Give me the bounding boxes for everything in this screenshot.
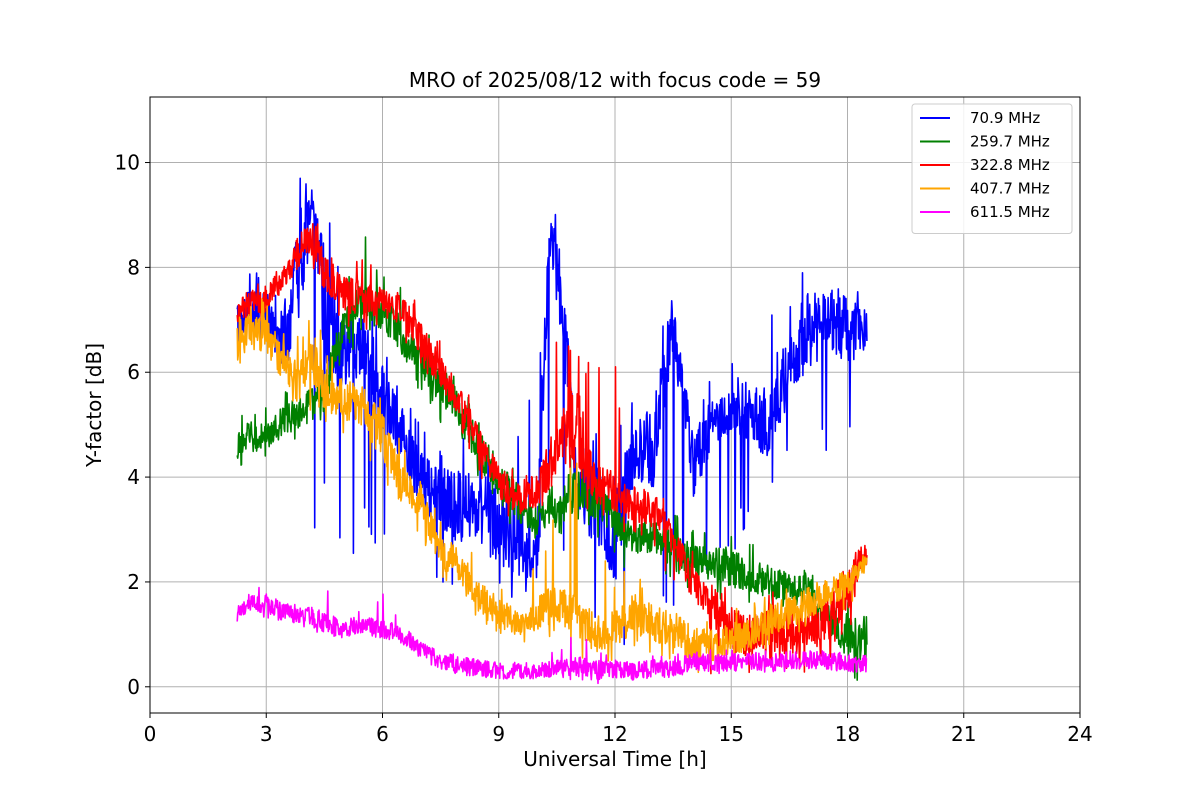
x-tick-label: 24 xyxy=(1067,722,1092,746)
series-line xyxy=(236,586,868,685)
legend-frame xyxy=(911,103,1073,234)
y-tick-label: 10 xyxy=(115,151,140,175)
y-tick-label: 8 xyxy=(127,255,140,279)
x-axis-label: Universal Time [h] xyxy=(523,747,706,771)
y-axis-label: Y-factor [dB] xyxy=(82,343,106,468)
x-tick-label: 6 xyxy=(376,722,389,746)
legend-entry: 70.9 MHz xyxy=(970,109,1040,127)
x-tick-label: 15 xyxy=(719,722,744,746)
x-tick-label: 9 xyxy=(492,722,505,746)
legend-entry: 611.5 MHz xyxy=(970,203,1050,221)
y-axis-ticks: 0 2 4 6 8 10 xyxy=(115,151,150,699)
series-layer xyxy=(236,177,868,685)
y-tick-label: 6 xyxy=(127,360,140,384)
legend-entry: 322.8 MHz xyxy=(970,156,1050,174)
y-tick-label: 2 xyxy=(127,570,140,594)
x-tick-label: 3 xyxy=(260,722,273,746)
y-tick-label: 0 xyxy=(127,675,140,699)
x-axis-ticks: 0 3 6 9 12 15 18 21 24 xyxy=(144,713,1093,746)
y-tick-label: 4 xyxy=(127,465,140,489)
legend-entry: 407.7 MHz xyxy=(970,180,1050,198)
legend: 70.9 MHz 259.7 MHz 322.8 MHz 407.7 MHz 611.5… xyxy=(911,103,1073,234)
series-line xyxy=(236,298,868,674)
x-tick-label: 18 xyxy=(835,722,860,746)
x-tick-label: 21 xyxy=(951,722,976,746)
x-tick-label: 12 xyxy=(602,722,627,746)
x-tick-label: 0 xyxy=(144,722,157,746)
legend-entry: 259.7 MHz xyxy=(970,133,1050,151)
chart-title: MRO of 2025/08/12 with focus code = 59 xyxy=(409,68,821,92)
